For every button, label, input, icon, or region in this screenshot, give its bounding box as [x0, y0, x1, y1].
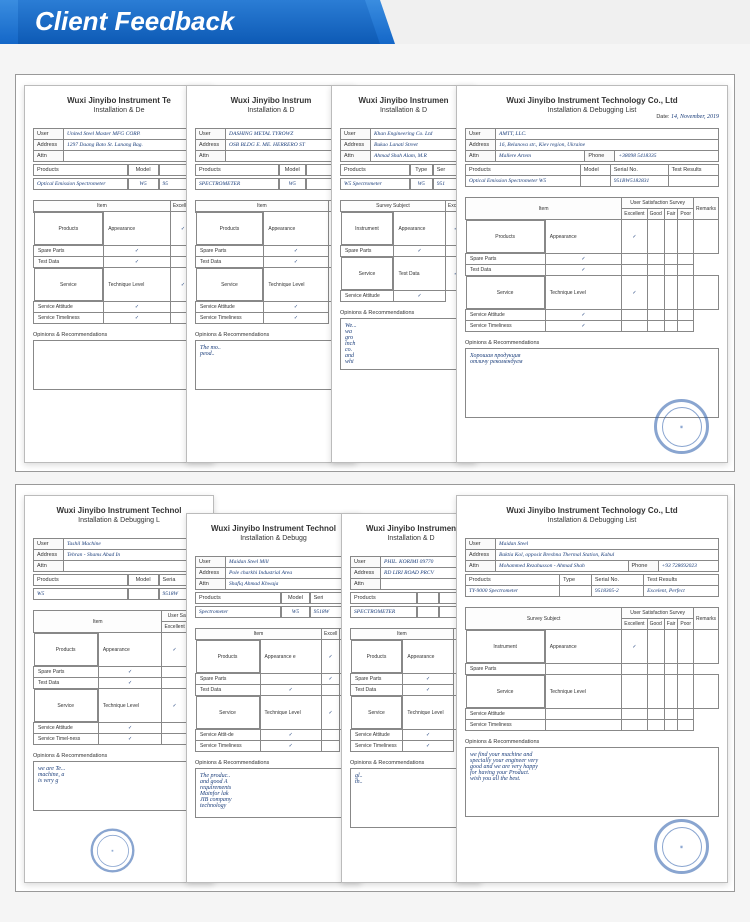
form-card-r1c3: Wuxi Jinyibo Instrumen Installation & D …	[331, 85, 476, 463]
form-card-r1c4: Wuxi Jinyibo Instrument Technology Co., …	[456, 85, 728, 463]
banner-title: Client Feedback	[35, 6, 234, 37]
product-row: Products Model	[33, 164, 205, 176]
forms-row-1: Wuxi Jinyibo Instrument Te Installation …	[15, 74, 735, 472]
stamp-icon: ◉	[91, 829, 135, 873]
form-card-r2c4: Wuxi Jinyibo Instrument Technology Co., …	[456, 495, 728, 883]
form-card-r2c2: Wuxi Jinyibo Instrument Technol Installa…	[186, 513, 361, 883]
survey-block: ItemExcellentG ProductsAppearance✓ Spare…	[33, 200, 205, 324]
opinions: Opinions & Recommendations	[33, 332, 205, 390]
forms-row-2: Wuxi Jinyibo Instrument Technol Installa…	[15, 484, 735, 892]
info-table: UserUnited Steel Master MFG CORP. Addres…	[33, 128, 205, 162]
form-subtitle: Installation & De	[33, 107, 205, 114]
form-subtitle: Installation & D	[195, 107, 347, 114]
company-name: Wuxi Jinyibo Instrum	[195, 96, 347, 105]
company-name: Wuxi Jinyibo Instrument Te	[33, 96, 205, 105]
company-name: Wuxi Jinyibo Instrumen	[340, 96, 467, 105]
header-banner: Client Feedback	[0, 0, 750, 44]
company-name: Wuxi Jinyibo Instrument Technology Co., …	[465, 96, 719, 105]
stamp-icon: ◉	[654, 399, 709, 454]
stamp-icon: ◉	[654, 819, 709, 874]
